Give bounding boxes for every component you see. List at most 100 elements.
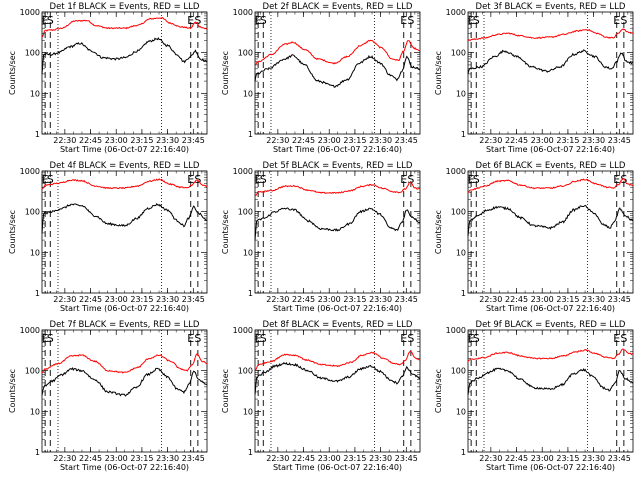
x-axis-label: Start Time (06-Oct-07 22:16:40) (273, 145, 402, 154)
x-tick-label: 22:45 (292, 295, 315, 304)
x-tick-label: 22:45 (292, 136, 315, 145)
x-tick-label: 23:30 (582, 454, 605, 463)
events-series-line (467, 204, 634, 237)
panel-title: Det 8f BLACK = Events, RED = LLD (263, 320, 413, 330)
x-tick-label: 23:30 (369, 136, 392, 145)
x-tick-label: 22:45 (79, 295, 102, 304)
panel-1: Det 1f BLACK = Events, RED = LLD 1 10 100 10… (8, 2, 208, 154)
x-tick-label: 22:30 (266, 454, 289, 463)
lld-series-line (41, 17, 208, 38)
lld-series-line (467, 177, 634, 194)
y-tick-label: 100 (25, 49, 40, 58)
x-tick-label: 23:30 (582, 136, 605, 145)
panel-7: Det 7f BLACK = Events, RED = LLD 1 10 100 10… (8, 320, 208, 472)
x-tick-label: 23:30 (369, 454, 392, 463)
y-tick-label: 1 (461, 130, 466, 139)
x-tick-label: 23:15 (130, 136, 153, 145)
y-tick-label: 1000 (20, 167, 40, 176)
marker-label-E: E (400, 173, 407, 186)
x-tick-label: 23:45 (395, 136, 418, 145)
x-tick-label: 22:45 (505, 136, 528, 145)
lld-series-line (254, 181, 421, 197)
x-tick-label: 22:30 (53, 454, 76, 463)
events-series-line (467, 367, 634, 396)
x-tick-label: 22:45 (292, 454, 315, 463)
x-tick-label: 23:00 (105, 454, 128, 463)
x-tick-label: 23:00 (105, 295, 128, 304)
marker-label-S: S (260, 14, 267, 27)
marker-label-E: E (613, 14, 620, 27)
x-tick-label: 23:45 (395, 295, 418, 304)
x-axis-label: Start Time (06-Oct-07 22:16:40) (60, 463, 189, 472)
y-tick-label: 1000 (446, 326, 466, 335)
y-tick-label: 10 (30, 89, 40, 98)
x-tick-label: 23:45 (182, 454, 205, 463)
y-tick-label: 1 (248, 448, 253, 457)
y-tick-label: 100 (25, 367, 40, 376)
x-axis-label: Start Time (06-Oct-07 22:16:40) (486, 145, 615, 154)
marker-label-E: E (255, 173, 262, 186)
panel-title: Det 9f BLACK = Events, RED = LLD (476, 320, 626, 330)
panel-title: Det 7f BLACK = Events, RED = LLD (50, 320, 200, 330)
y-tick-label: 1000 (446, 8, 466, 17)
lld-series-line (254, 39, 421, 66)
x-tick-label: 22:45 (505, 295, 528, 304)
events-series-line (41, 36, 208, 75)
y-tick-label: 10 (243, 248, 253, 257)
panel-6: Det 6f BLACK = Events, RED = LLD 1 10 100 10… (434, 161, 634, 313)
x-tick-label: 23:00 (531, 295, 554, 304)
x-tick-label: 23:30 (582, 295, 605, 304)
y-axis-label: Counts/sec (434, 210, 443, 254)
x-tick-label: 23:45 (182, 295, 205, 304)
marker-label-E: E (187, 173, 194, 186)
x-tick-label: 22:45 (79, 454, 102, 463)
marker-label-S: S (194, 332, 201, 345)
y-tick-label: 100 (451, 367, 466, 376)
x-tick-label: 23:00 (531, 136, 554, 145)
marker-label-S: S (620, 332, 627, 345)
plot-frame (41, 329, 208, 453)
y-tick-label: 1 (461, 289, 466, 298)
panel-title: Det 4f BLACK = Events, RED = LLD (50, 161, 200, 171)
x-tick-label: 22:30 (479, 136, 502, 145)
x-axis-label: Start Time (06-Oct-07 22:16:40) (486, 463, 615, 472)
marker-label-S: S (407, 332, 414, 345)
y-tick-label: 1000 (233, 326, 253, 335)
x-tick-label: 23:45 (395, 454, 418, 463)
x-tick-label: 23:15 (556, 454, 579, 463)
y-tick-label: 10 (243, 407, 253, 416)
panel-title: Det 2f BLACK = Events, RED = LLD (263, 2, 413, 12)
x-tick-label: 23:00 (318, 454, 341, 463)
marker-label-S: S (194, 173, 201, 186)
y-tick-label: 1 (35, 130, 40, 139)
events-series-line (254, 361, 421, 395)
x-tick-label: 23:15 (343, 136, 366, 145)
marker-label-S: S (473, 14, 480, 27)
y-tick-label: 100 (451, 49, 466, 58)
events-series-line (254, 54, 421, 88)
y-tick-label: 1 (35, 448, 40, 457)
panel-4: Det 4f BLACK = Events, RED = LLD 1 10 100 10… (8, 161, 208, 313)
plot-frame (467, 170, 634, 294)
x-tick-label: 23:30 (369, 295, 392, 304)
marker-label-S: S (194, 14, 201, 27)
marker-label-E: E (187, 332, 194, 345)
lld-series-line (41, 353, 208, 374)
x-tick-label: 22:30 (479, 295, 502, 304)
marker-label-E: E (42, 14, 49, 27)
x-tick-label: 22:45 (505, 454, 528, 463)
y-tick-label: 10 (30, 248, 40, 257)
marker-label-E: E (42, 173, 49, 186)
events-series-line (41, 367, 208, 397)
panel-2: Det 2f BLACK = Events, RED = LLD 1 10 100 10… (221, 2, 421, 154)
x-axis-label: Start Time (06-Oct-07 22:16:40) (273, 304, 402, 313)
y-tick-label: 1000 (233, 8, 253, 17)
events-series-line (254, 207, 421, 241)
x-tick-label: 22:30 (266, 295, 289, 304)
marker-label-S: S (47, 332, 54, 345)
x-tick-label: 23:30 (156, 454, 179, 463)
marker-label-S: S (620, 14, 627, 27)
x-tick-label: 23:30 (156, 136, 179, 145)
marker-label-E: E (468, 14, 475, 27)
x-tick-label: 23:15 (556, 295, 579, 304)
